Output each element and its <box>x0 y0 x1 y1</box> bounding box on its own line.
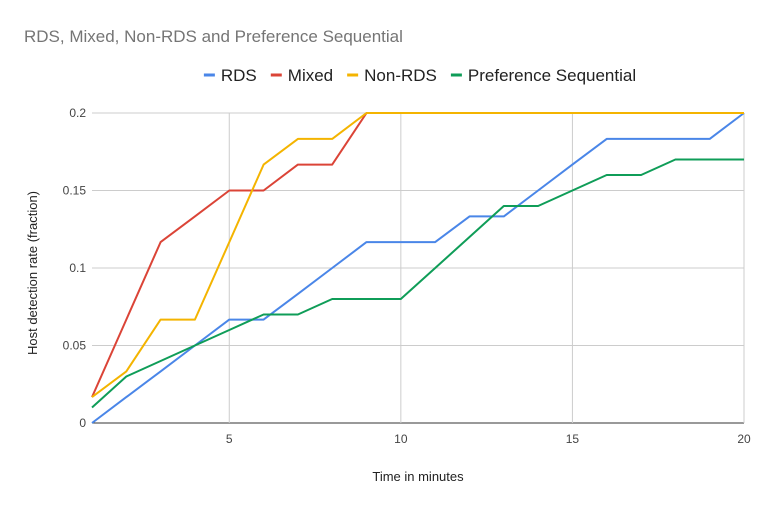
series-line-preference-sequential <box>91 158 744 409</box>
legend-label: Mixed <box>288 66 333 85</box>
y-axis-title: Host detection rate (fraction) <box>25 191 40 355</box>
y-tick-label: 0.1 <box>69 261 86 275</box>
legend-item: Preference Sequential <box>450 66 636 85</box>
legend-label: RDS <box>221 66 257 85</box>
chart-legend: RDS Mixed Non-RDS Preference Sequential <box>203 66 636 85</box>
gridlines <box>92 112 745 424</box>
y-tick-label: 0.15 <box>63 184 87 198</box>
legend-label: Preference Sequential <box>468 66 636 85</box>
x-tick-label: 10 <box>394 432 408 446</box>
series-line-mixed <box>91 112 744 398</box>
x-axis-title: Time in minutes <box>372 469 464 484</box>
x-axis-ticks: 5 10 15 20 <box>226 432 751 446</box>
legend-item: Non-RDS <box>347 66 437 85</box>
y-tick-label: 0.05 <box>63 339 87 353</box>
series-line-rds <box>91 112 745 424</box>
x-tick-label: 20 <box>737 432 751 446</box>
legend-label: Non-RDS <box>364 66 437 85</box>
x-tick-label: 15 <box>566 432 580 446</box>
series-lines <box>91 112 745 424</box>
legend-item: Mixed <box>270 66 333 85</box>
y-tick-label: 0.2 <box>69 106 86 120</box>
chart-title: RDS, Mixed, Non-RDS and Preference Seque… <box>24 27 403 46</box>
x-tick-label: 5 <box>226 432 233 446</box>
y-tick-label: 0 <box>79 416 86 430</box>
y-axis-ticks: 0 0.05 0.1 0.15 0.2 <box>63 106 87 430</box>
series-line-non-rds <box>91 112 744 398</box>
legend-item: RDS <box>203 66 257 85</box>
